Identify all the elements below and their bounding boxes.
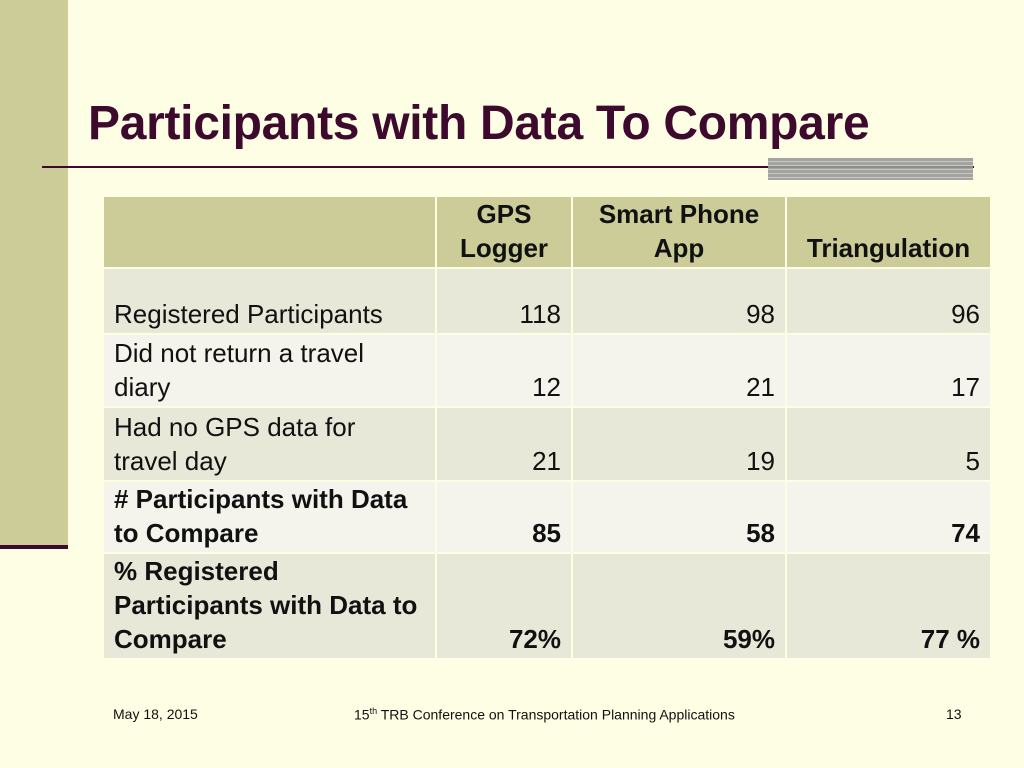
cell-smart-phone-app: 98 <box>571 267 787 335</box>
cell-triangulation: 17 <box>785 333 992 408</box>
table-row: Did not return a travel diary 12 21 17 <box>102 333 992 408</box>
table-row: # Participants with Data to Compare 85 5… <box>102 480 992 554</box>
table-row: Had no GPS data for travel day 21 19 5 <box>102 406 992 482</box>
cell-smart-phone-app: 21 <box>571 333 787 408</box>
header-smart-phone-app: Smart Phone App <box>571 195 787 269</box>
left-band-rule <box>0 545 68 549</box>
table-row: % Registered Participants with Data to C… <box>102 552 992 660</box>
cell-triangulation: 77 % <box>785 552 992 660</box>
row-label: Did not return a travel diary <box>102 333 437 408</box>
title-accent-bar <box>768 158 973 180</box>
comparison-table: GPS Logger Smart Phone App Triangulation… <box>102 195 992 660</box>
footer-conf-number: 15 <box>354 706 370 723</box>
cell-gps-logger: 21 <box>435 406 573 482</box>
cell-gps-logger: 118 <box>435 267 573 335</box>
cell-gps-logger: 72% <box>435 552 573 660</box>
cell-triangulation: 96 <box>785 267 992 335</box>
header-triangulation: Triangulation <box>785 195 992 269</box>
footer-conf-text: TRB Conference on Transportation Plannin… <box>377 706 735 723</box>
cell-triangulation: 74 <box>785 480 992 554</box>
header-gps-logger: GPS Logger <box>435 195 573 269</box>
header-cell-empty <box>102 195 437 269</box>
table-row: Registered Participants 118 98 96 <box>102 267 992 335</box>
title-underline <box>42 166 974 168</box>
footer-conf-suffix: th <box>369 706 378 716</box>
cell-smart-phone-app: 19 <box>571 406 787 482</box>
footer-conference: 15th TRB Conference on Transportation Pl… <box>354 706 735 723</box>
row-label: # Participants with Data to Compare <box>102 480 437 554</box>
slide-title: Participants with Data To Compare <box>88 97 870 150</box>
cell-smart-phone-app: 58 <box>571 480 787 554</box>
cell-gps-logger: 85 <box>435 480 573 554</box>
table-header-row: GPS Logger Smart Phone App Triangulation <box>102 195 992 269</box>
footer-date: May 18, 2015 <box>113 706 198 722</box>
cell-smart-phone-app: 59% <box>571 552 787 660</box>
row-label: Registered Participants <box>102 267 437 335</box>
cell-triangulation: 5 <box>785 406 992 482</box>
row-label: Had no GPS data for travel day <box>102 406 437 482</box>
row-label: % Registered Participants with Data to C… <box>102 552 437 660</box>
cell-gps-logger: 12 <box>435 333 573 408</box>
left-decorative-band <box>0 0 68 545</box>
footer-page-number: 13 <box>946 706 962 722</box>
